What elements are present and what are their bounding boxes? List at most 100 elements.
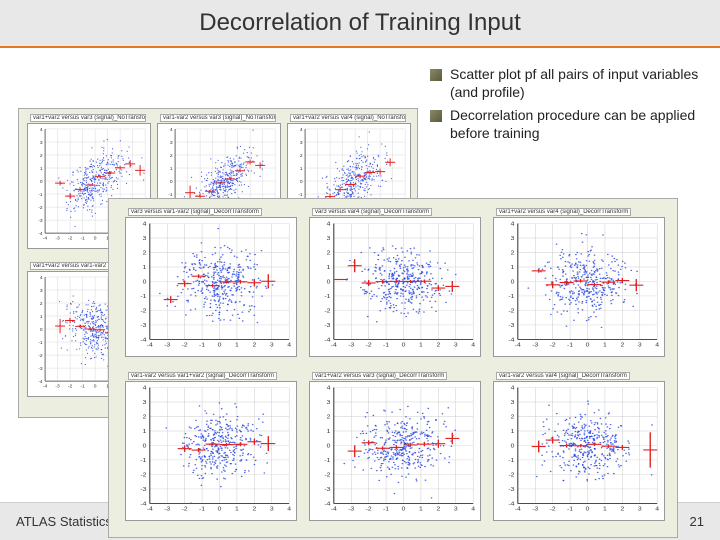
svg-text:-3: -3 [55, 235, 60, 241]
bullet-list: Scatter plot pf all pairs of input varia… [430, 66, 705, 148]
svg-text:0: 0 [218, 342, 222, 348]
svg-text:-3: -3 [324, 323, 331, 329]
bullet-text: Scatter plot pf all pairs of input varia… [450, 66, 705, 101]
svg-text:0: 0 [586, 506, 590, 512]
svg-text:2: 2 [511, 414, 515, 420]
svg-text:2: 2 [143, 250, 147, 256]
svg-text:3: 3 [511, 236, 515, 242]
svg-text:-1: -1 [140, 458, 147, 464]
scatter-panel-decorrelated: -4 -3 -2 -1 0 1 2 3 4 -4 -3 -2 -1 0 1 2 3 4 var3 versus va… [108, 198, 678, 538]
subplot-title: var3 versus var1-var2 (signal)_DecorrTra… [128, 208, 262, 216]
svg-text:-1: -1 [324, 294, 331, 300]
svg-text:3: 3 [454, 342, 458, 348]
svg-text:2: 2 [300, 153, 303, 159]
svg-text:3: 3 [40, 140, 43, 146]
svg-text:-4: -4 [515, 506, 522, 512]
svg-text:-3: -3 [348, 506, 355, 512]
svg-text:-4: -4 [508, 337, 515, 343]
svg-text:1: 1 [511, 265, 515, 271]
svg-text:4: 4 [327, 385, 331, 391]
svg-text:-1: -1 [383, 342, 390, 348]
page-title: Decorrelation of Training Input [199, 9, 521, 37]
svg-text:2: 2 [40, 301, 43, 307]
scatter-subplot: -4-3-2-101234-4-3-2-101234var1-var2 vers… [125, 381, 297, 521]
svg-text:0: 0 [300, 179, 303, 185]
svg-text:3: 3 [300, 140, 303, 146]
svg-text:-4: -4 [140, 337, 147, 343]
svg-text:4: 4 [471, 342, 475, 348]
svg-text:3: 3 [143, 236, 147, 242]
svg-text:-3: -3 [140, 323, 147, 329]
svg-text:-2: -2 [550, 342, 557, 348]
svg-text:0: 0 [402, 342, 406, 348]
svg-text:1: 1 [603, 342, 607, 348]
svg-text:0: 0 [218, 506, 222, 512]
svg-text:-1: -1 [38, 192, 43, 198]
bullet-item: Scatter plot pf all pairs of input varia… [430, 66, 705, 101]
svg-text:2: 2 [620, 506, 624, 512]
svg-text:-2: -2 [182, 342, 189, 348]
svg-text:-4: -4 [140, 501, 147, 507]
svg-text:1: 1 [419, 342, 423, 348]
svg-text:-4: -4 [147, 506, 154, 512]
svg-text:3: 3 [454, 506, 458, 512]
svg-text:-4: -4 [43, 235, 48, 241]
svg-text:-3: -3 [140, 487, 147, 493]
subplot-title: var1-var2 versus var3 (signal)_NoTransfo… [160, 114, 276, 122]
svg-text:-3: -3 [348, 342, 355, 348]
svg-text:1: 1 [419, 506, 423, 512]
svg-text:1: 1 [327, 265, 331, 271]
svg-text:-2: -2 [68, 235, 73, 241]
svg-text:2: 2 [327, 414, 331, 420]
bullet-text: Decorrelation procedure can be applied b… [450, 107, 705, 142]
svg-text:3: 3 [270, 342, 274, 348]
svg-text:1: 1 [235, 342, 239, 348]
svg-text:4: 4 [170, 127, 173, 133]
bullet-item: Decorrelation procedure can be applied b… [430, 107, 705, 142]
svg-text:-1: -1 [80, 235, 85, 241]
svg-text:-4: -4 [331, 506, 338, 512]
svg-text:4: 4 [40, 275, 43, 281]
svg-text:0: 0 [94, 383, 97, 389]
svg-text:1: 1 [327, 429, 331, 435]
svg-text:3: 3 [40, 288, 43, 294]
svg-text:-2: -2 [38, 353, 43, 359]
svg-text:0: 0 [402, 506, 406, 512]
svg-text:-2: -2 [366, 342, 373, 348]
svg-text:2: 2 [511, 250, 515, 256]
svg-text:3: 3 [170, 140, 173, 146]
svg-text:-4: -4 [508, 501, 515, 507]
svg-text:-3: -3 [324, 487, 331, 493]
svg-text:1: 1 [603, 506, 607, 512]
svg-text:-1: -1 [80, 383, 85, 389]
svg-text:-1: -1 [140, 294, 147, 300]
svg-text:-2: -2 [324, 308, 331, 314]
svg-text:-1: -1 [567, 506, 574, 512]
svg-text:3: 3 [638, 506, 642, 512]
svg-text:-3: -3 [38, 366, 43, 372]
scatter-subplot: -4-3-2-101234-4-3-2-101234var1-var2 vers… [493, 381, 665, 521]
svg-text:-4: -4 [147, 342, 154, 348]
svg-text:2: 2 [170, 153, 173, 159]
svg-text:-4: -4 [324, 501, 331, 507]
svg-text:0: 0 [586, 342, 590, 348]
svg-text:-2: -2 [508, 308, 515, 314]
svg-text:-3: -3 [164, 506, 171, 512]
svg-text:-1: -1 [567, 342, 574, 348]
svg-text:-4: -4 [331, 342, 338, 348]
svg-text:3: 3 [143, 400, 147, 406]
svg-text:0: 0 [40, 327, 43, 333]
svg-text:-1: -1 [199, 342, 206, 348]
svg-text:-2: -2 [508, 472, 515, 478]
svg-text:-1: -1 [383, 506, 390, 512]
svg-text:1: 1 [143, 429, 147, 435]
svg-text:3: 3 [638, 342, 642, 348]
svg-text:2: 2 [327, 250, 331, 256]
subplot-title: var3 versus var4 (signal)_DecorrTransfor… [312, 208, 432, 216]
svg-text:0: 0 [511, 279, 515, 285]
subplot-title: var1+var2 versus var3 (signal)_NoTransfo… [30, 114, 146, 122]
svg-text:-4: -4 [43, 383, 48, 389]
svg-text:0: 0 [511, 443, 515, 449]
svg-text:3: 3 [327, 236, 331, 242]
subplot-title: var1-var2 versus var4 (signal)_DecorrTra… [496, 372, 630, 380]
